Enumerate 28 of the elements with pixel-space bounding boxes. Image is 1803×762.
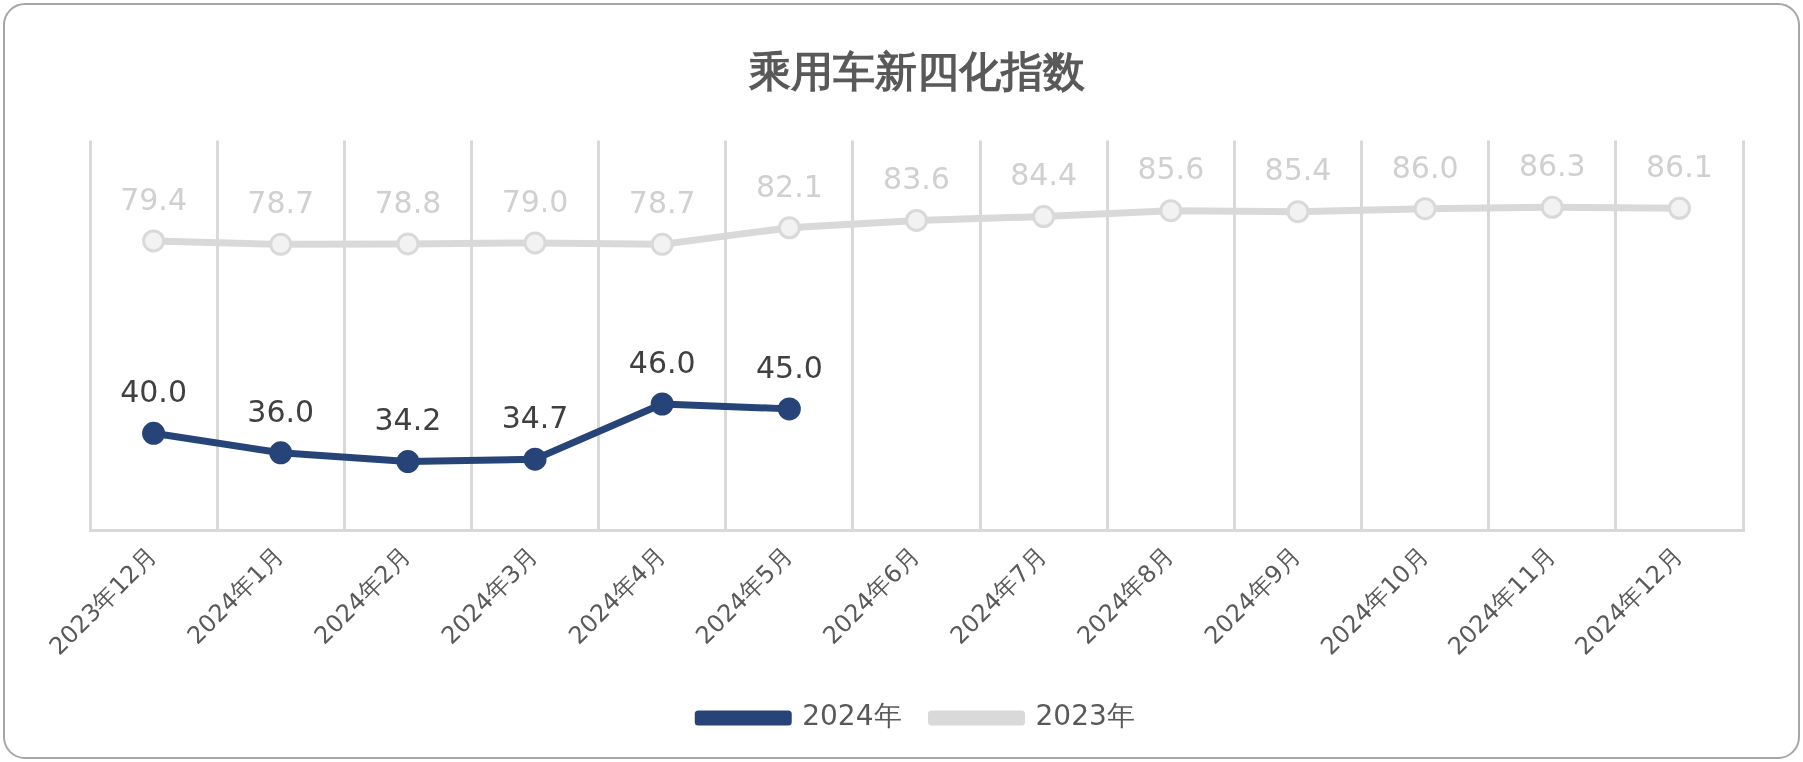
- point: [777, 216, 801, 240]
- point: [1159, 199, 1183, 223]
- point: [396, 232, 420, 256]
- chart-title: 乘用车新四化指数: [747, 47, 1086, 97]
- point: [1667, 196, 1691, 220]
- point: [396, 450, 420, 474]
- legend-label: 2023年: [1035, 699, 1135, 733]
- data-label: 34.2: [374, 402, 442, 438]
- data-label: 45.0: [755, 349, 823, 385]
- point: [523, 231, 547, 255]
- data-label: 40.0: [120, 374, 187, 410]
- data-label: 34.7: [501, 399, 569, 435]
- point: [1413, 197, 1437, 221]
- point: [523, 447, 547, 471]
- point: [777, 397, 801, 421]
- point: [650, 392, 674, 416]
- point: [1032, 205, 1056, 229]
- point: [269, 441, 293, 465]
- point: [142, 421, 166, 445]
- point: [1540, 195, 1564, 219]
- data-label: 36.0: [247, 393, 315, 429]
- legend-label: 2024年: [802, 699, 902, 733]
- point: [142, 229, 166, 253]
- point: [1286, 200, 1310, 224]
- data-label: 46.0: [628, 344, 696, 380]
- point: [269, 232, 293, 256]
- point: [650, 232, 674, 256]
- point: [905, 208, 928, 232]
